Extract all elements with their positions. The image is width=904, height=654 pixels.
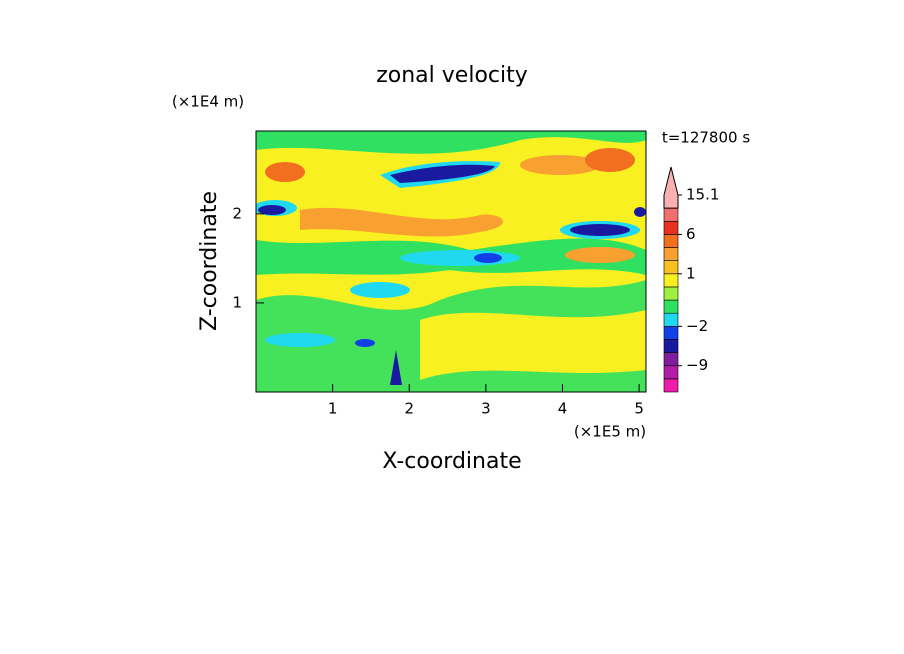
y-axis-label: Z-coordinate bbox=[197, 191, 222, 331]
chart-title: zonal velocity bbox=[376, 63, 528, 88]
colorbar-segment bbox=[663, 260, 679, 275]
time-label: t=127800 s bbox=[662, 129, 750, 147]
colorbar-label: 1 bbox=[686, 264, 696, 282]
colorbar-segment bbox=[663, 352, 679, 367]
plot-frame bbox=[255, 130, 647, 393]
colorbar-label: −2 bbox=[686, 317, 708, 335]
colorbar-segment bbox=[663, 207, 679, 222]
colorbar-segment bbox=[663, 365, 679, 380]
colorbar-segment bbox=[663, 326, 679, 340]
x-tick-label: 2 bbox=[404, 400, 414, 418]
x-unit: (×1E5 m) bbox=[574, 423, 646, 441]
colorbar-segment bbox=[663, 339, 679, 353]
x-tick-label: 3 bbox=[481, 400, 491, 418]
colorbar-segment bbox=[663, 312, 679, 327]
colorbar-label: 6 bbox=[686, 225, 696, 243]
colorbar-label: 15.1 bbox=[686, 186, 719, 204]
contour-field bbox=[256, 131, 646, 392]
x-tick-label: 1 bbox=[328, 400, 338, 418]
y-tick-label: 2 bbox=[232, 204, 242, 222]
x-tick-label: 4 bbox=[558, 400, 568, 418]
colorbar-segment bbox=[663, 299, 679, 314]
colorbar-segment bbox=[663, 378, 679, 393]
colorbar-segment bbox=[663, 286, 679, 301]
x-tick-label: 5 bbox=[634, 400, 644, 418]
y-tick-label: 1 bbox=[232, 293, 242, 311]
y-unit: (×1E4 m) bbox=[172, 93, 244, 111]
colorbar-segment bbox=[663, 247, 679, 261]
colorbar-segment bbox=[663, 273, 679, 288]
colorbar-label: −9 bbox=[686, 356, 708, 374]
colorbar-extend bbox=[663, 166, 679, 209]
colorbar-segment bbox=[663, 220, 679, 235]
colorbar-segment bbox=[663, 234, 679, 248]
x-axis-label: X-coordinate bbox=[382, 449, 521, 474]
